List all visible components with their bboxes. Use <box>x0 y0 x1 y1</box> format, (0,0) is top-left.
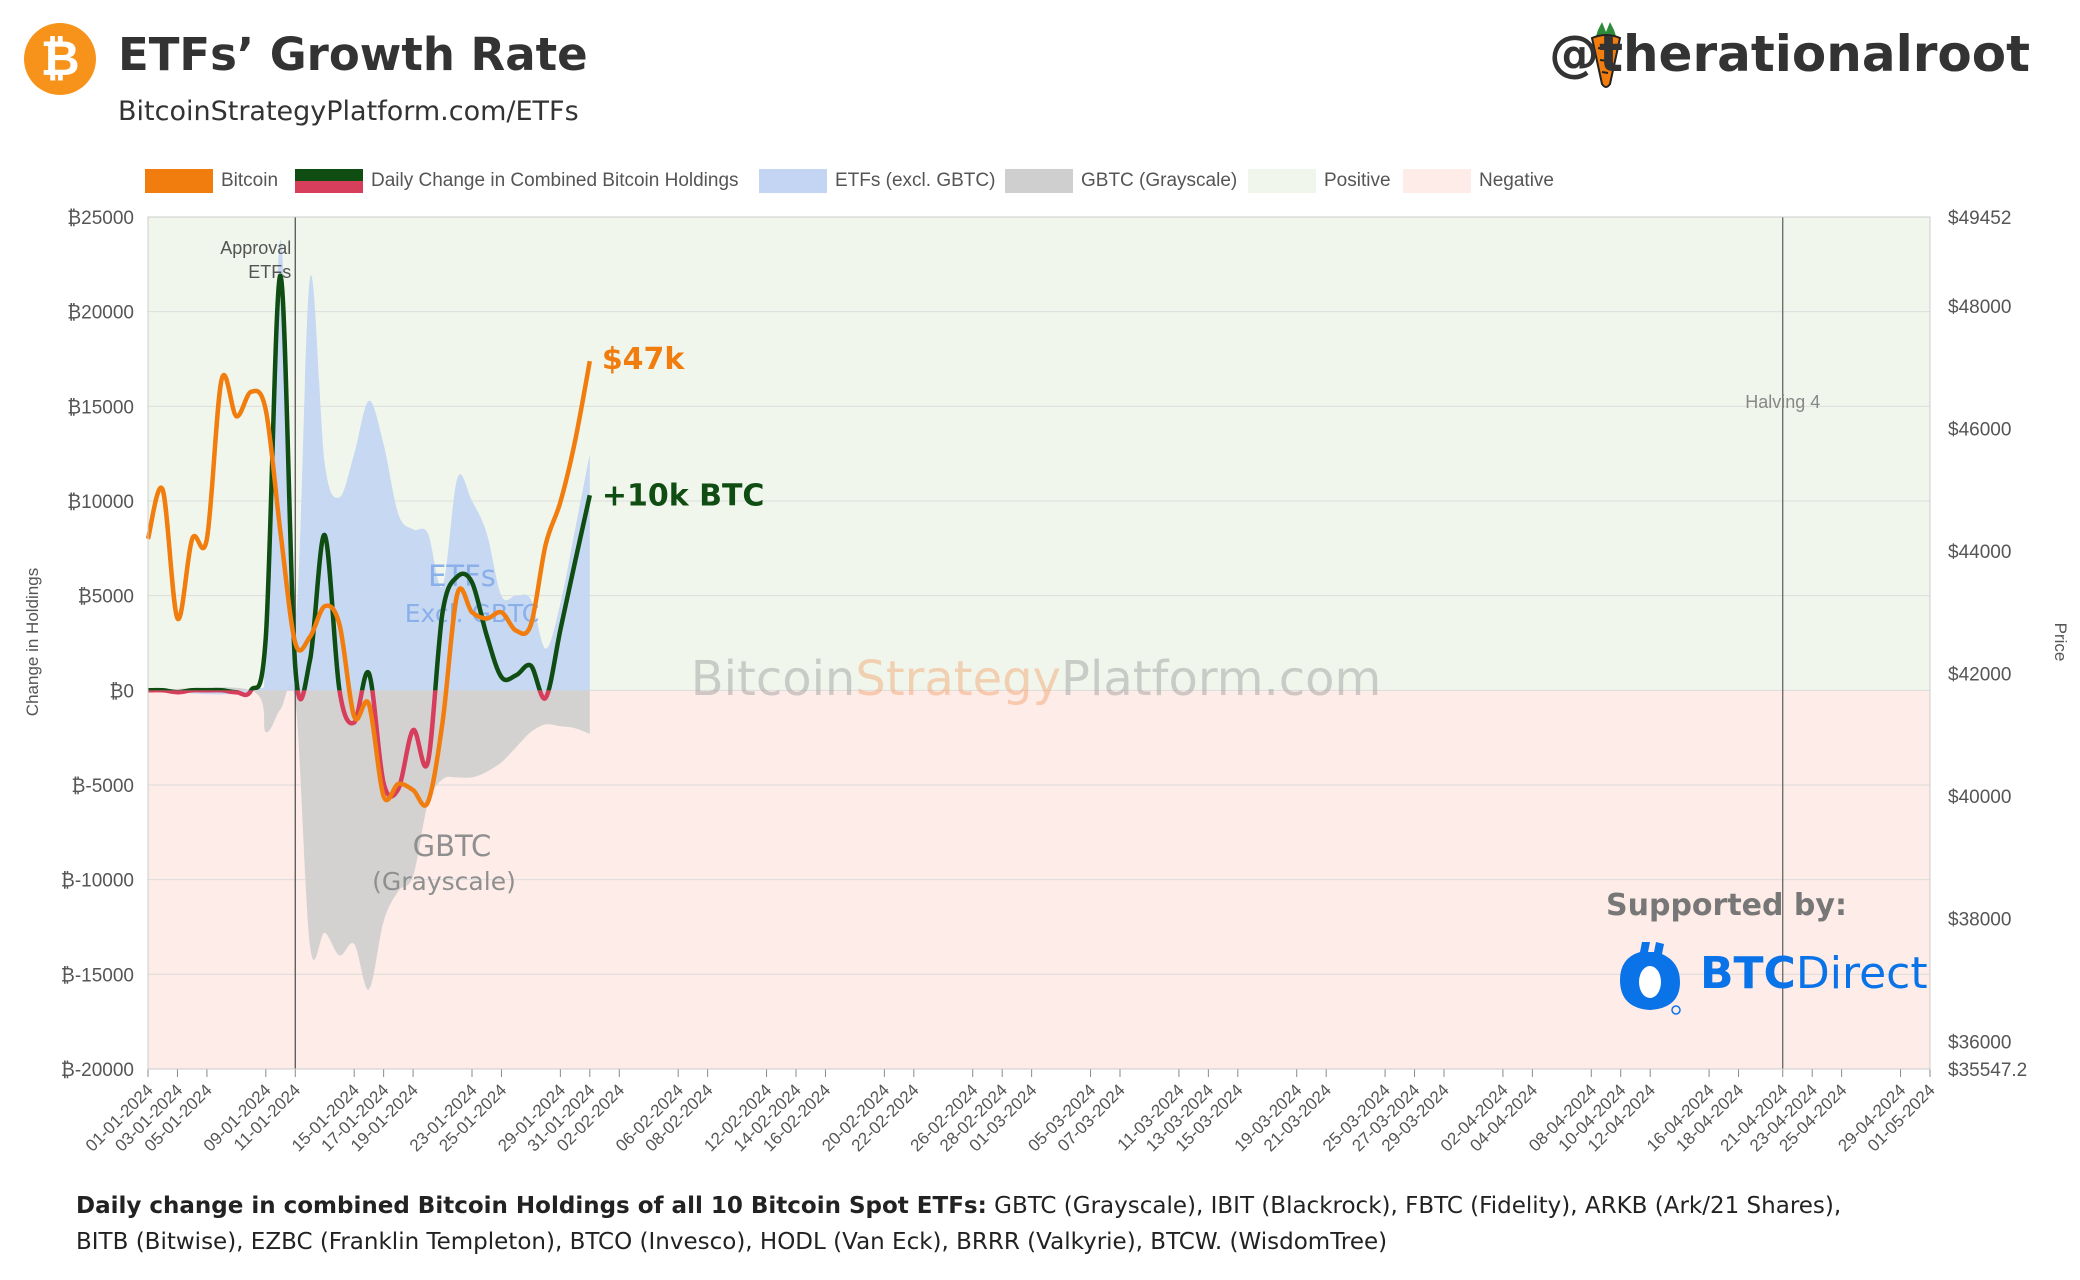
legend-label: Daily Change in Combined Bitcoin Holding… <box>371 170 739 191</box>
etfs-area <box>148 239 590 695</box>
bitcoin-logo-icon: ₿ <box>24 23 96 95</box>
y-tick-label: ₿0 <box>109 681 134 702</box>
legend-swatch <box>145 169 213 193</box>
legend-swatch <box>1248 169 1316 193</box>
y2-tick-label: $49452 <box>1948 208 2011 229</box>
y-tick-label: ₿5000 <box>78 587 134 608</box>
watermark: BitcoinStrategyPlatform.com <box>691 651 1381 707</box>
page-subtitle[interactable]: BitcoinStrategyPlatform.com/ETFs <box>118 96 579 127</box>
y-tick-label: ₿-15000 <box>61 965 134 986</box>
holdings-line-positive <box>148 273 592 691</box>
watermark-part: Strategy <box>855 651 1061 707</box>
carrot-icon <box>1590 22 1622 88</box>
legend-label: Negative <box>1479 170 1554 191</box>
halving-label: Halving 4 <box>1745 392 1820 412</box>
footer-bold: Daily change in combined Bitcoin Holding… <box>76 1193 987 1219</box>
legend-swatch <box>1403 169 1471 193</box>
footer-line2: BITB (Bitwise), EZBC (Franklin Templeton… <box>76 1229 1388 1255</box>
approval-label: ETFs <box>248 262 291 282</box>
footer-line1: GBTC (Grayscale), IBIT (Blackrock), FBTC… <box>986 1193 1842 1219</box>
y-axis-title: Change in Holdings <box>23 568 42 716</box>
page-title: ETFs’ Growth Rate <box>118 28 588 81</box>
y-tick-label: ₿15000 <box>67 397 134 418</box>
btc-direct-brand-bold: BTC <box>1700 948 1796 999</box>
price-end-label: $47k <box>602 342 686 377</box>
approval-label: Approval <box>220 238 291 258</box>
y2-tick-label: $40000 <box>1948 787 2011 808</box>
bitcoin-price-line <box>145 360 593 808</box>
gbtc-area <box>148 683 590 990</box>
y2-tick-label: $46000 <box>1948 420 2011 441</box>
y-tick-label: ₿20000 <box>67 303 134 324</box>
holdings-end-label: +10k BTC <box>602 478 765 513</box>
holdings-line-negative <box>148 690 551 799</box>
watermark-part: Bitcoin <box>691 651 856 707</box>
legend-label: GBTC (Grayscale) <box>1081 170 1238 191</box>
legend-label: Positive <box>1324 170 1391 191</box>
y2-tick-label: $38000 <box>1948 910 2011 931</box>
btc-direct-brand: BTCDirect <box>1700 948 1928 999</box>
btc-direct-logo-icon <box>1620 942 1681 1015</box>
supported-by-label: Supported by: <box>1606 888 1847 923</box>
y2-tick-label: $36000 <box>1948 1032 2011 1053</box>
legend-label: Bitcoin <box>221 170 279 191</box>
y2-tick-label: $42000 <box>1948 665 2011 686</box>
legend-swatch <box>295 169 363 193</box>
legend-label: ETFs (excl. GBTC) <box>835 170 996 191</box>
plot-frame <box>147 216 1931 1070</box>
y2-tick-label: $44000 <box>1948 542 2011 563</box>
watermark-part: Platform.com <box>1061 651 1381 707</box>
legend-swatch <box>759 169 827 193</box>
y-tick-label: ₿-10000 <box>61 871 134 892</box>
gbtc-area-sublabel: (Grayscale) <box>372 867 516 896</box>
y2-axis-title: Price <box>2051 623 2070 662</box>
y2-tick-label: $48000 <box>1948 297 2011 318</box>
y-tick-label: ₿-20000 <box>61 1060 134 1081</box>
y-tick-label: ₿-5000 <box>71 776 134 797</box>
gbtc-area-label: GBTC <box>413 829 492 863</box>
y-tick-label: ₿25000 <box>67 208 134 229</box>
author-handle[interactable]: @therationalroot <box>1549 25 2030 83</box>
y2-tick-label: $35547.2 <box>1948 1060 2027 1081</box>
footer-description: Daily change in combined Bitcoin Holding… <box>76 1188 1841 1260</box>
y-tick-label: ₿10000 <box>67 492 134 513</box>
legend-swatch <box>1005 169 1073 193</box>
btc-direct-brand-rest: Direct <box>1795 948 1928 999</box>
